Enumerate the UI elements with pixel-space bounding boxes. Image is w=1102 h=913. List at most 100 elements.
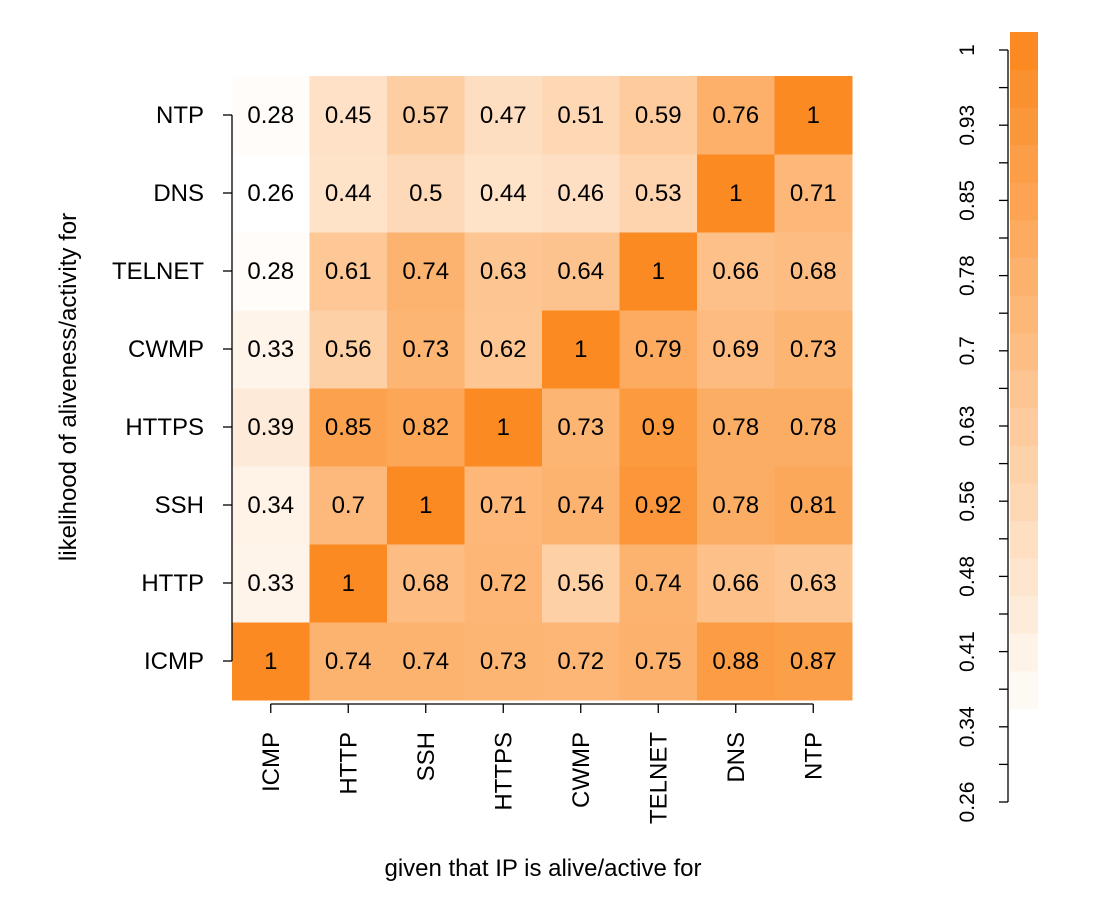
cell-value-label: 0.5	[409, 180, 442, 207]
x-tick-label: TELNET	[645, 732, 672, 824]
heatmap-cell-ntp-dns	[697, 76, 775, 155]
cell-value-label: 0.28	[247, 258, 294, 285]
heatmap-cell-https-https	[464, 388, 543, 467]
heatmap-cell-cwmp-icmp	[232, 310, 310, 389]
cell-value-label: 1	[729, 180, 742, 207]
cell-value-label: 0.88	[712, 648, 759, 675]
cell-value-label: 0.71	[480, 492, 527, 519]
heatmap-cell-https-dns	[697, 388, 775, 467]
x-tick-label: SSH	[413, 732, 440, 781]
cell-value-label: 0.7	[332, 492, 365, 519]
heatmap-cell-icmp-telnet	[619, 622, 698, 701]
colorbar-tick-label: 0.93	[956, 105, 979, 146]
cell-value-label: 0.63	[480, 258, 527, 285]
heatmap-cell-http-cwmp	[542, 544, 620, 623]
x-tick-label: CWMP	[568, 732, 595, 808]
colorbar-segment	[1010, 219, 1038, 258]
y-axis-title: likelihood of aliveness/activity for	[55, 213, 82, 561]
cell-value-label: 0.73	[480, 648, 527, 675]
heatmap-cell-ssh-icmp	[232, 466, 310, 545]
heatmap-cells	[232, 76, 853, 701]
cell-value-label: 1	[574, 336, 587, 363]
colorbar-segment	[1010, 482, 1038, 522]
cell-value-label: 0.78	[712, 492, 759, 519]
colorbar-segment	[1010, 32, 1038, 71]
heatmap-cell-ntp-http	[309, 76, 388, 155]
colorbar-tick-label: 1	[956, 44, 979, 56]
heatmap-cell-labels: 1 0.74 0.74 0.73 0.72 0.75 0.88 0.87 0.33 1 0.68 0.…	[247, 102, 836, 675]
colorbar-segment	[1010, 520, 1038, 559]
colorbar-segment	[1010, 558, 1038, 597]
colorbar-segment	[1010, 708, 1038, 747]
heatmap-cell-telnet-ssh	[387, 232, 465, 311]
cell-value-label: 0.59	[635, 102, 682, 129]
heatmap-cell-http-ntp	[774, 544, 853, 623]
heatmap-cell-icmp-icmp	[232, 622, 310, 701]
heatmap-cell-telnet-telnet	[619, 232, 698, 311]
y-axis: ICMP HTTP SSH HTTPS CWMP TELNET DNS NTP	[112, 102, 233, 675]
cell-value-label: 0.74	[402, 258, 449, 285]
cell-value-label: 0.78	[712, 414, 759, 441]
colorbar-tick-label: 0.85	[956, 180, 979, 221]
heatmap-cell-dns-ntp	[774, 154, 853, 233]
x-tick-label: DNS	[723, 732, 750, 783]
cell-value-label: 0.68	[790, 258, 837, 285]
x-axis: ICMP HTTP SSH HTTPS CWMP TELNET DNS NTP	[258, 703, 827, 824]
heatmap-cell-ssh-http	[309, 466, 388, 545]
y-tick-label: HTTP	[141, 570, 204, 597]
heatmap-cell-ssh-https	[464, 466, 543, 545]
cell-value-label: 0.33	[247, 570, 294, 597]
cell-value-label: 0.69	[712, 336, 759, 363]
cell-value-label: 0.74	[635, 570, 682, 597]
heatmap-cell-telnet-cwmp	[542, 232, 620, 311]
cell-value-label: 0.53	[635, 180, 682, 207]
cell-value-label: 0.45	[325, 102, 372, 129]
cell-value-label: 0.39	[247, 414, 294, 441]
colorbar-segment	[1010, 445, 1038, 484]
cell-value-label: 0.76	[712, 102, 759, 129]
heatmap-cell-https-ntp	[774, 388, 853, 467]
colorbar-segment	[1010, 295, 1038, 334]
cell-value-label: 0.81	[790, 492, 837, 519]
heatmap-cell-https-ssh	[387, 388, 465, 467]
x-tick-label: HTTPS	[490, 732, 517, 811]
y-tick-label: ICMP	[144, 648, 204, 675]
cell-value-label: 1	[264, 648, 277, 675]
colorbar-segment	[1010, 633, 1038, 672]
x-tick-label: ICMP	[258, 732, 285, 792]
colorbar-segment	[1010, 332, 1038, 371]
heatmap-cell-icmp-ntp	[774, 622, 853, 701]
colorbar-segment	[1010, 107, 1038, 146]
cell-value-label: 0.56	[325, 336, 372, 363]
cell-value-label: 0.64	[557, 258, 604, 285]
heatmap-cell-icmp-https	[464, 622, 543, 701]
x-axis-title: given that IP is alive/active for	[384, 855, 701, 882]
x-tick-label: NTP	[800, 732, 827, 780]
cell-value-label: 1	[652, 258, 665, 285]
heatmap-cell-cwmp-dns	[697, 310, 775, 389]
heatmap-cell-dns-http	[309, 154, 388, 233]
heatmap-cell-cwmp-https	[464, 310, 543, 389]
cell-value-label: 0.33	[247, 336, 294, 363]
heatmap-cell-ssh-ntp	[774, 466, 853, 545]
cell-value-label: 0.9	[642, 414, 675, 441]
heatmap-cell-cwmp-telnet	[619, 310, 698, 389]
colorbar-tick-label: 0.26	[956, 782, 979, 823]
cell-value-label: 0.73	[790, 336, 837, 363]
cell-value-label: 0.74	[557, 492, 604, 519]
heatmap-cell-ssh-telnet	[619, 466, 698, 545]
cell-value-label: 0.46	[557, 180, 604, 207]
cell-value-label: 0.79	[635, 336, 682, 363]
cell-value-label: 0.72	[557, 648, 604, 675]
heatmap-cell-ssh-ssh	[387, 466, 465, 545]
heatmap-cell-icmp-dns	[697, 622, 775, 701]
y-tick-label: TELNET	[112, 258, 204, 285]
cell-value-label: 0.75	[635, 648, 682, 675]
heatmap-cell-ntp-telnet	[619, 76, 698, 155]
cell-value-label: 0.85	[325, 414, 372, 441]
cell-value-label: 0.51	[557, 102, 604, 129]
cell-value-label: 0.57	[402, 102, 449, 129]
heatmap-cell-telnet-dns	[697, 232, 775, 311]
heatmap-cell-dns-dns	[697, 154, 775, 233]
